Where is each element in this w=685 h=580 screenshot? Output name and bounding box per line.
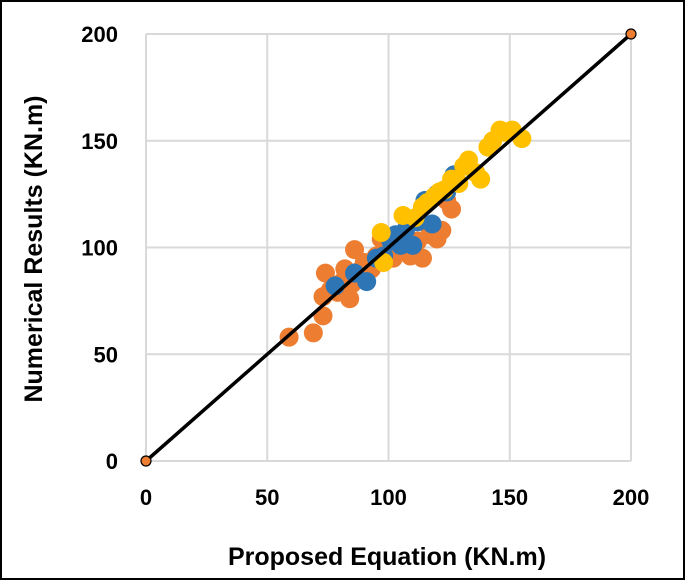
y-tick-label: 150 — [81, 129, 118, 154]
data-point — [422, 214, 442, 234]
x-axis-title: Proposed Equation (KN.m) — [228, 543, 546, 571]
y-axis-title: Numerical Results (KN.m) — [20, 95, 48, 402]
reference-line — [140, 28, 637, 467]
data-point — [357, 272, 377, 292]
y-tick-label: 100 — [81, 236, 118, 261]
reference-line-marker — [140, 455, 152, 467]
data-point — [371, 223, 391, 243]
y-tick-label: 200 — [81, 22, 118, 47]
x-tick-label: 0 — [140, 485, 152, 510]
y-tick-labels: 0 50 100 150 200 — [81, 22, 118, 474]
reference-line-stroke — [144, 32, 633, 463]
x-tick-label: 100 — [370, 485, 407, 510]
data-point — [403, 235, 423, 255]
data-point — [442, 199, 462, 219]
x-tick-label: 50 — [255, 485, 279, 510]
data-point — [303, 323, 323, 343]
y-tick-label: 0 — [106, 449, 118, 474]
reference-line-marker — [625, 28, 637, 40]
gridlines — [145, 33, 632, 462]
data-point — [471, 169, 491, 189]
y-tick-label: 50 — [94, 342, 118, 367]
data-point — [340, 289, 360, 309]
x-tick-labels: 0 50 100 150 200 — [140, 485, 649, 510]
x-tick-label: 200 — [613, 485, 650, 510]
x-tick-label: 150 — [491, 485, 528, 510]
